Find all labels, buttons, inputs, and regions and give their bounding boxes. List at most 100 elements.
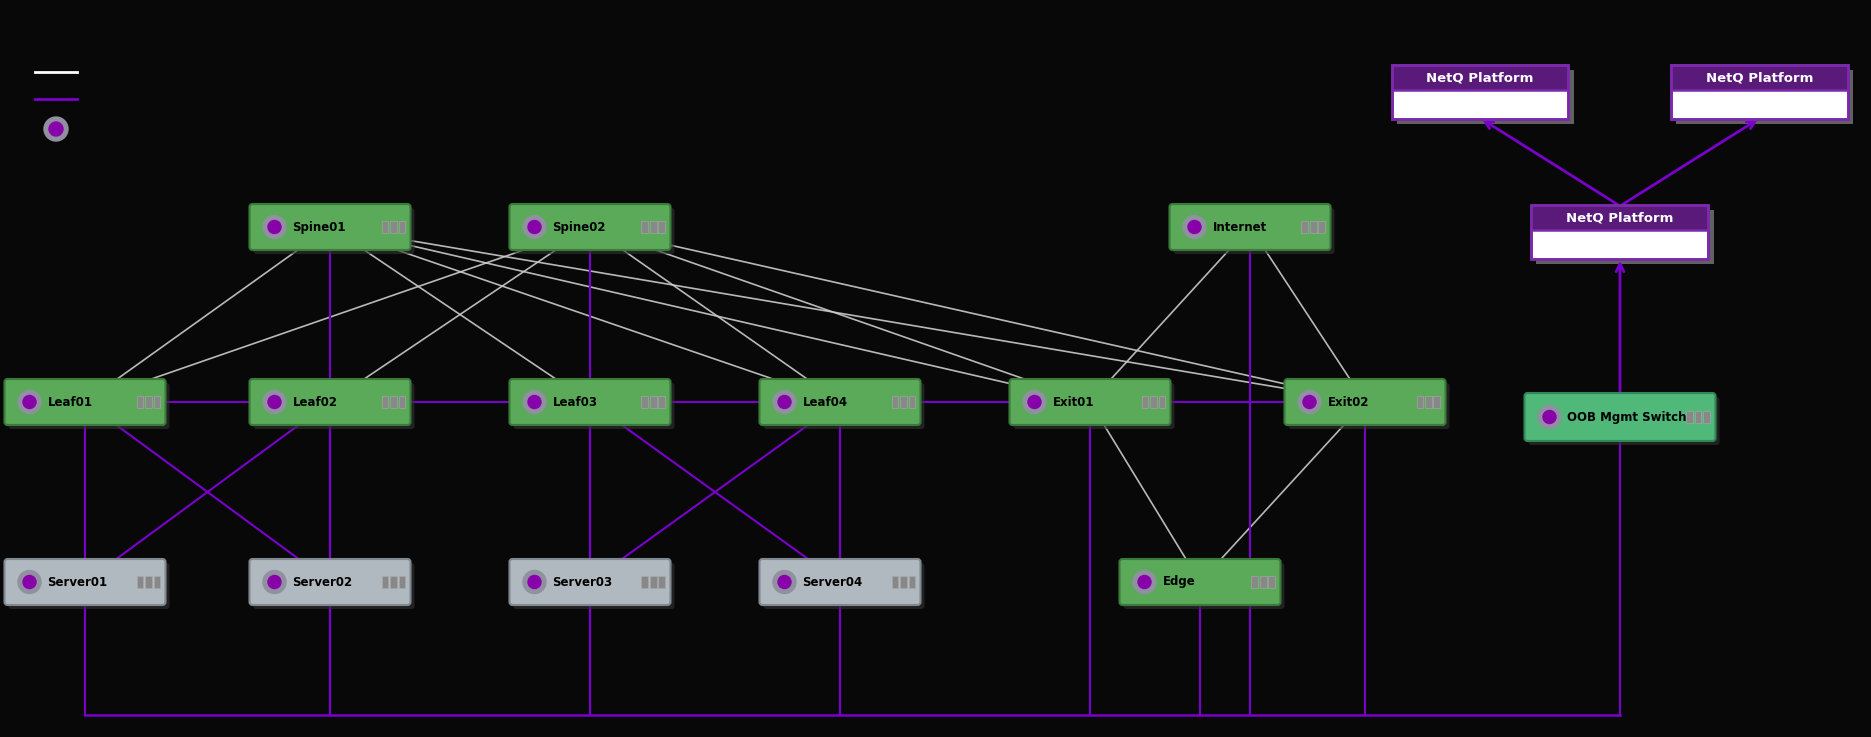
Circle shape bbox=[778, 576, 791, 589]
FancyBboxPatch shape bbox=[137, 396, 142, 408]
Text: Internet: Internet bbox=[1212, 220, 1267, 234]
Circle shape bbox=[524, 391, 546, 413]
FancyBboxPatch shape bbox=[9, 563, 170, 609]
FancyBboxPatch shape bbox=[1169, 204, 1330, 250]
Circle shape bbox=[1302, 396, 1315, 408]
FancyBboxPatch shape bbox=[513, 563, 675, 609]
Circle shape bbox=[22, 396, 36, 408]
FancyBboxPatch shape bbox=[760, 559, 921, 605]
FancyBboxPatch shape bbox=[513, 208, 675, 254]
Circle shape bbox=[19, 391, 41, 413]
FancyBboxPatch shape bbox=[399, 221, 404, 233]
Text: Leaf04: Leaf04 bbox=[803, 396, 848, 408]
FancyBboxPatch shape bbox=[909, 576, 915, 588]
FancyBboxPatch shape bbox=[642, 576, 647, 588]
FancyBboxPatch shape bbox=[760, 379, 921, 425]
FancyBboxPatch shape bbox=[1285, 379, 1446, 425]
FancyBboxPatch shape bbox=[642, 221, 647, 233]
FancyBboxPatch shape bbox=[1416, 396, 1424, 408]
FancyBboxPatch shape bbox=[1014, 383, 1175, 429]
FancyBboxPatch shape bbox=[509, 204, 670, 250]
Circle shape bbox=[268, 576, 281, 589]
FancyBboxPatch shape bbox=[513, 383, 675, 429]
Circle shape bbox=[1182, 215, 1207, 239]
FancyBboxPatch shape bbox=[1703, 411, 1710, 423]
Circle shape bbox=[1544, 411, 1557, 424]
Text: Server02: Server02 bbox=[292, 576, 352, 589]
Text: Spine01: Spine01 bbox=[292, 220, 346, 234]
Text: Leaf01: Leaf01 bbox=[47, 396, 92, 408]
FancyBboxPatch shape bbox=[900, 396, 907, 408]
FancyBboxPatch shape bbox=[137, 576, 142, 588]
FancyBboxPatch shape bbox=[1010, 379, 1171, 425]
Text: Exit02: Exit02 bbox=[1328, 396, 1370, 408]
FancyBboxPatch shape bbox=[253, 563, 415, 609]
Circle shape bbox=[524, 570, 546, 593]
Circle shape bbox=[1538, 405, 1560, 428]
Circle shape bbox=[264, 391, 286, 413]
FancyBboxPatch shape bbox=[1529, 397, 1719, 445]
FancyBboxPatch shape bbox=[144, 396, 152, 408]
Circle shape bbox=[528, 220, 541, 234]
Circle shape bbox=[22, 576, 36, 589]
FancyBboxPatch shape bbox=[891, 576, 898, 588]
FancyBboxPatch shape bbox=[642, 396, 647, 408]
Circle shape bbox=[1138, 576, 1151, 589]
FancyBboxPatch shape bbox=[1119, 559, 1280, 605]
Circle shape bbox=[19, 570, 41, 593]
FancyBboxPatch shape bbox=[1676, 70, 1854, 124]
Circle shape bbox=[1298, 391, 1321, 413]
FancyBboxPatch shape bbox=[144, 576, 152, 588]
Text: NetQ Platform: NetQ Platform bbox=[1426, 71, 1534, 84]
FancyBboxPatch shape bbox=[382, 576, 387, 588]
FancyBboxPatch shape bbox=[649, 576, 657, 588]
Circle shape bbox=[1134, 570, 1156, 593]
Text: NetQ Platform: NetQ Platform bbox=[1706, 71, 1813, 84]
Circle shape bbox=[524, 215, 546, 239]
FancyBboxPatch shape bbox=[763, 383, 924, 429]
FancyBboxPatch shape bbox=[509, 559, 670, 605]
FancyBboxPatch shape bbox=[1695, 411, 1701, 423]
Circle shape bbox=[264, 215, 286, 239]
FancyBboxPatch shape bbox=[1536, 210, 1714, 264]
FancyBboxPatch shape bbox=[1671, 65, 1849, 91]
Text: OOB Mgmt Switch: OOB Mgmt Switch bbox=[1568, 411, 1688, 424]
Text: Edge: Edge bbox=[1162, 576, 1196, 589]
Text: Server03: Server03 bbox=[552, 576, 612, 589]
FancyBboxPatch shape bbox=[389, 221, 397, 233]
FancyBboxPatch shape bbox=[249, 379, 410, 425]
Circle shape bbox=[773, 391, 795, 413]
Text: NetQ Platform: NetQ Platform bbox=[1566, 212, 1675, 224]
Circle shape bbox=[528, 396, 541, 408]
Circle shape bbox=[778, 396, 791, 408]
FancyBboxPatch shape bbox=[1525, 393, 1716, 441]
Text: Server04: Server04 bbox=[803, 576, 863, 589]
Circle shape bbox=[45, 117, 67, 141]
FancyBboxPatch shape bbox=[1269, 576, 1274, 588]
FancyBboxPatch shape bbox=[1310, 221, 1317, 233]
FancyBboxPatch shape bbox=[249, 204, 410, 250]
Text: Server01: Server01 bbox=[47, 576, 109, 589]
Text: Exit01: Exit01 bbox=[1053, 396, 1095, 408]
FancyBboxPatch shape bbox=[253, 208, 415, 254]
FancyBboxPatch shape bbox=[909, 396, 915, 408]
FancyBboxPatch shape bbox=[649, 396, 657, 408]
FancyBboxPatch shape bbox=[1173, 208, 1334, 254]
FancyBboxPatch shape bbox=[659, 396, 664, 408]
Circle shape bbox=[773, 570, 795, 593]
FancyBboxPatch shape bbox=[153, 396, 161, 408]
FancyBboxPatch shape bbox=[399, 576, 404, 588]
FancyBboxPatch shape bbox=[1392, 88, 1568, 119]
FancyBboxPatch shape bbox=[4, 379, 165, 425]
FancyBboxPatch shape bbox=[891, 396, 898, 408]
FancyBboxPatch shape bbox=[1123, 563, 1285, 609]
FancyBboxPatch shape bbox=[900, 576, 907, 588]
FancyBboxPatch shape bbox=[1158, 396, 1166, 408]
FancyBboxPatch shape bbox=[382, 396, 387, 408]
Circle shape bbox=[528, 576, 541, 589]
FancyBboxPatch shape bbox=[1289, 383, 1450, 429]
FancyBboxPatch shape bbox=[4, 559, 165, 605]
FancyBboxPatch shape bbox=[509, 379, 670, 425]
FancyBboxPatch shape bbox=[1141, 396, 1149, 408]
FancyBboxPatch shape bbox=[659, 221, 664, 233]
